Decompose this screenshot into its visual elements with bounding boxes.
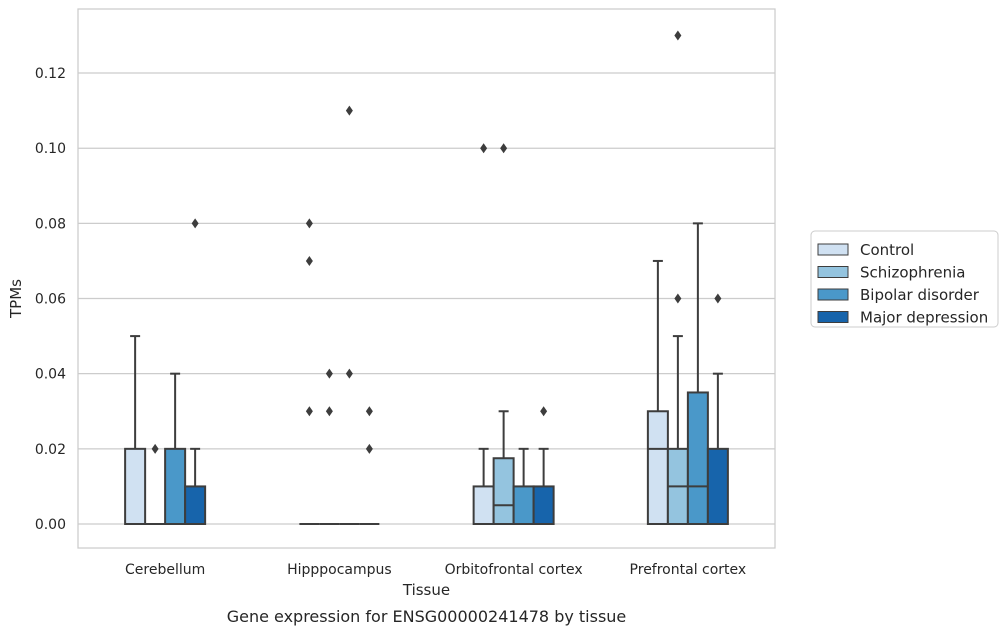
chart-title: Gene expression for ENSG00000241478 by t… <box>227 607 627 626</box>
box-group-cerebellum <box>124 218 207 526</box>
box-3 <box>532 485 555 526</box>
outlier-point <box>365 406 373 417</box>
outlier-point <box>674 293 682 304</box>
outlier-point <box>674 30 682 41</box>
outlier-point <box>151 443 159 454</box>
outlier-point <box>365 443 373 454</box>
x-tick-labels: Cerebellum Hipppocampus Orbitofrontal cort… <box>125 562 746 578</box>
y-tick-label: 0.00 <box>35 517 66 533</box>
box-group-orbitofrontal-cortex <box>472 143 555 526</box>
outlier-point <box>540 406 548 417</box>
outlier-point <box>325 406 333 417</box>
legend-swatch <box>817 311 849 323</box>
y-tick-label: 0.12 <box>35 66 66 82</box>
outlier-point <box>500 143 508 154</box>
box-2 <box>686 391 709 525</box>
x-tick-label: Cerebellum <box>125 562 205 578</box>
box-1 <box>492 457 515 525</box>
box-2 <box>164 447 187 525</box>
outlier-point <box>305 406 313 417</box>
box-group-hipppocampus <box>299 105 380 525</box>
x-tick-label: Prefrontal cortex <box>630 562 747 578</box>
box-groups <box>124 30 729 526</box>
box-0 <box>646 410 669 526</box>
outlier-point <box>191 218 199 229</box>
outlier-point <box>345 105 353 116</box>
box-3 <box>184 485 207 526</box>
y-tick-label: 0.10 <box>35 141 66 157</box>
legend-frame <box>810 230 999 328</box>
legend-item[interactable]: Major depression <box>817 309 988 327</box>
box-0 <box>124 447 147 525</box>
x-tick-label: Hipppocampus <box>287 562 392 578</box>
legend[interactable]: Control Schizophrenia Bipolar disorder Majo… <box>810 230 999 328</box>
legend-label: Schizophrenia <box>860 264 965 282</box>
legend-label: Bipolar disorder <box>860 286 980 304</box>
box-2 <box>512 485 535 526</box>
outlier-point <box>714 293 722 304</box>
legend-label: Major depression <box>860 309 988 327</box>
x-tick-label: Orbitofrontal cortex <box>445 562 583 578</box>
legend-item[interactable]: Control <box>817 241 914 259</box>
box-group-prefrontal-cortex <box>646 30 729 526</box>
legend-swatch <box>817 243 849 256</box>
legend-swatch <box>817 266 849 278</box>
y-axis-label: TPMs <box>7 279 25 319</box>
outlier-point <box>305 255 313 266</box>
legend-item[interactable]: Bipolar disorder <box>817 286 980 304</box>
outlier-point <box>480 143 488 154</box>
plot-frame <box>77 8 776 549</box>
box-3 <box>706 447 729 525</box>
legend-item[interactable]: Schizophrenia <box>817 264 965 282</box>
y-tick-label: 0.02 <box>35 442 66 458</box>
y-tick-label: 0.04 <box>35 367 66 383</box>
outlier-point <box>305 218 313 229</box>
outlier-point <box>325 368 333 379</box>
y-tick-label: 0.08 <box>35 216 66 232</box>
box-0 <box>472 485 495 526</box>
legend-swatch <box>817 288 849 301</box>
legend-label: Control <box>860 241 914 259</box>
y-tick-label: 0.06 <box>35 292 66 308</box>
x-axis-label: Tissue <box>402 581 450 599</box>
outlier-point <box>345 368 353 379</box>
y-tick-labels: 0.00 0.02 0.04 0.06 0.08 0.10 0.12 <box>35 66 66 533</box>
